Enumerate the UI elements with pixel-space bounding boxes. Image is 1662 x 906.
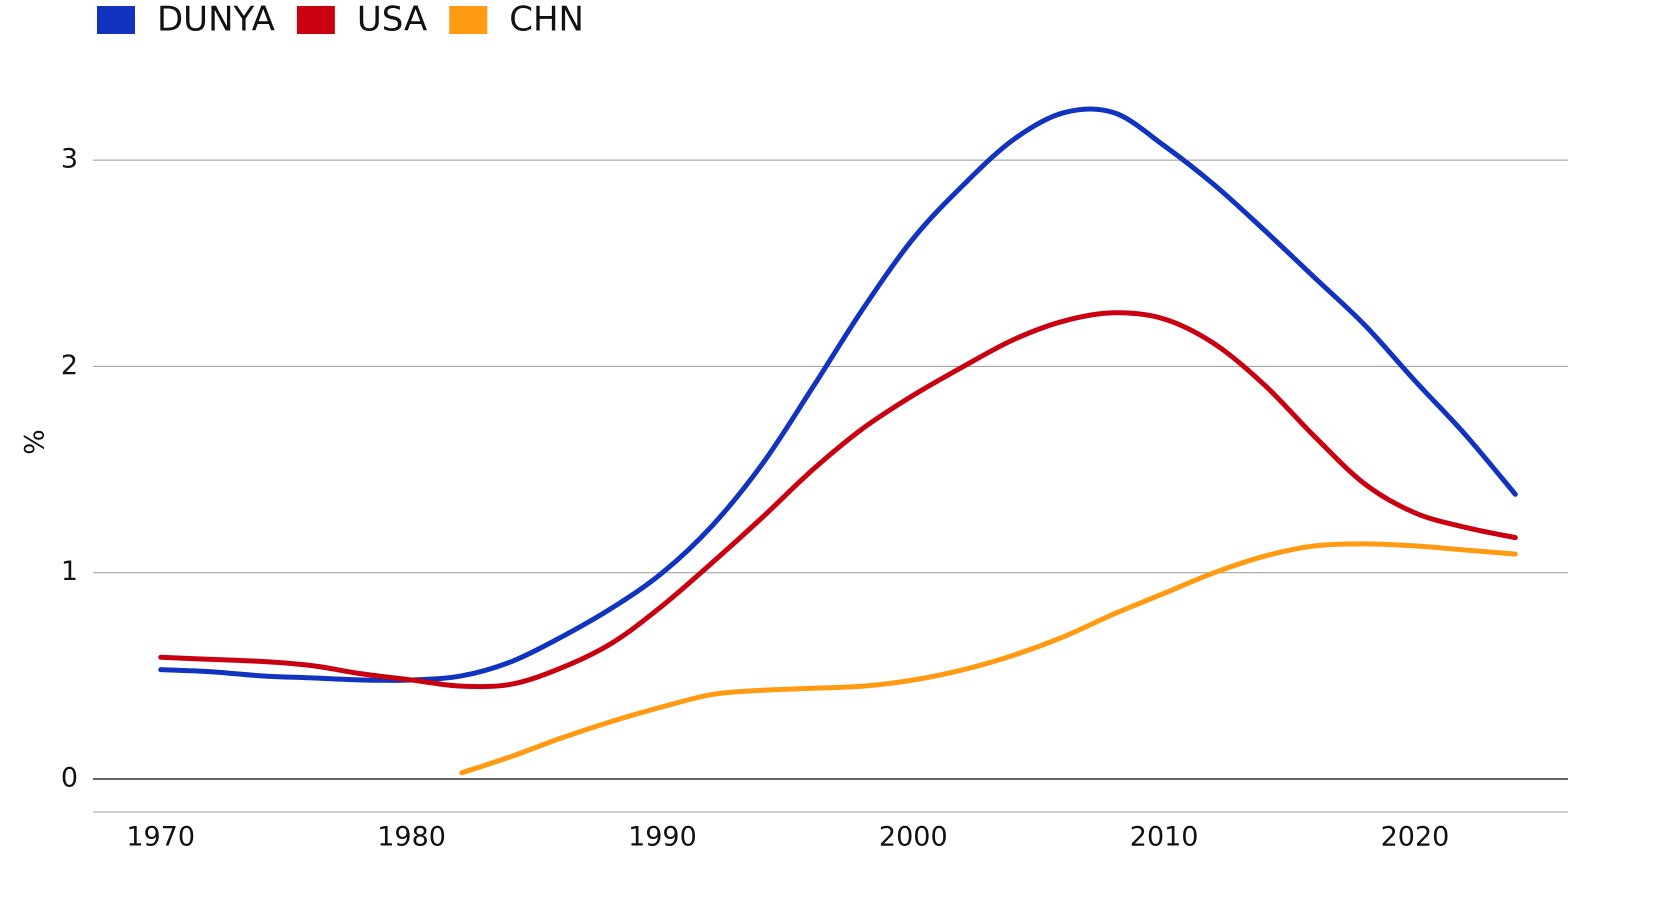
y-tick-label: 3: [61, 144, 78, 175]
y-tick-label: 1: [61, 556, 78, 587]
x-tick-label: 1980: [377, 822, 446, 853]
legend-label: USA: [357, 0, 427, 40]
line: [158, 310, 1518, 690]
x-tick-label: 2010: [1130, 822, 1199, 853]
x-tick-label: 2020: [1381, 822, 1450, 853]
legend-swatch: [449, 6, 488, 34]
y-tick-label: 0: [61, 762, 78, 793]
y-axis-label: %: [20, 429, 51, 455]
legend-swatch: [97, 6, 135, 34]
x-tick-label: 2000: [879, 822, 948, 853]
line: [459, 541, 1518, 776]
x-tick-label: 1970: [126, 822, 195, 853]
x-tick-label: 1990: [628, 822, 697, 853]
line: [158, 106, 1518, 683]
legend-label: CHN: [509, 0, 584, 40]
legend-swatch: [296, 6, 335, 34]
legend-label: DUNYA: [157, 0, 275, 40]
y-tick-label: 2: [61, 350, 78, 381]
